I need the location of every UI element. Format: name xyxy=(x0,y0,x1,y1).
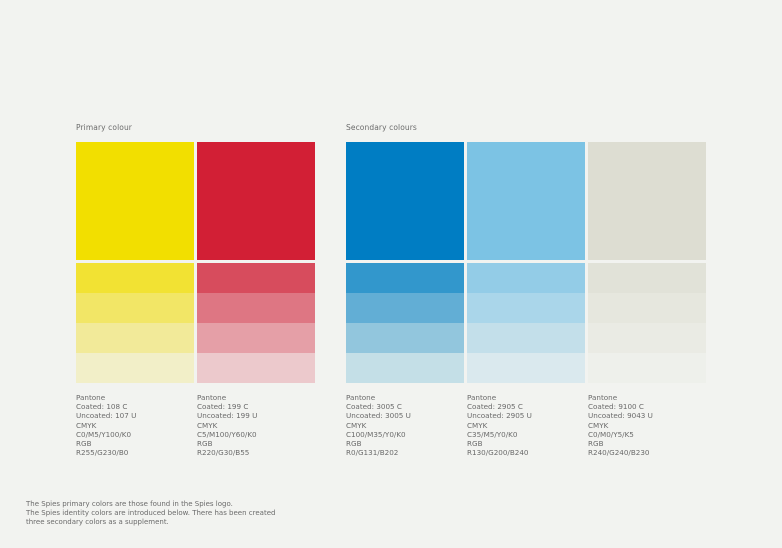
swatch-tint xyxy=(588,323,706,353)
swatch-tint xyxy=(76,293,194,323)
specs-light-blue: Pantone Coated: 2905 C Uncoated: 2905 U … xyxy=(467,393,597,457)
spec-line: CMYK xyxy=(346,420,367,430)
swatch-tint xyxy=(76,323,194,353)
spec-line: C0/M0/Y5/K5 xyxy=(588,429,634,439)
spec-line: CMYK xyxy=(197,420,218,430)
swatch-tint xyxy=(346,263,464,293)
swatch-blue xyxy=(346,142,464,383)
swatch-tint xyxy=(197,353,315,383)
spec-line: C35/M5/Y0/K0 xyxy=(467,429,518,439)
spec-line: R0/G131/B202 xyxy=(346,448,399,458)
spec-line: Coated: 2905 C xyxy=(467,402,523,412)
spec-line: Uncoated: 3005 U xyxy=(346,411,411,421)
note-line: The Spies primary colors are those found… xyxy=(26,500,233,508)
swatch-tint xyxy=(588,263,706,293)
swatch-red xyxy=(197,142,315,383)
swatch-grey xyxy=(588,142,706,383)
spec-line: R220/G30/B55 xyxy=(197,448,250,458)
spec-line: Pantone xyxy=(346,393,376,402)
spec-line: Uncoated: 2905 U xyxy=(467,411,532,421)
spec-line: Uncoated: 9043 U xyxy=(588,411,653,421)
swatch-tint xyxy=(467,323,585,353)
swatch-tint xyxy=(346,323,464,353)
spec-line: RGB xyxy=(588,439,604,449)
spec-line: Coated: 3005 C xyxy=(346,402,402,412)
spec-line: Pantone xyxy=(197,393,227,402)
spec-line: Pantone xyxy=(588,393,618,402)
swatch-tint xyxy=(197,263,315,293)
spec-line: RGB xyxy=(76,439,92,449)
primary-colour-title: Primary colour xyxy=(76,123,132,132)
spec-line: R130/G200/B240 xyxy=(467,448,529,458)
spec-line: RGB xyxy=(346,439,362,449)
swatch-main xyxy=(346,142,464,260)
spec-line: Uncoated: 199 U xyxy=(197,411,258,421)
swatch-tint xyxy=(197,293,315,323)
spec-line: CMYK xyxy=(588,420,609,430)
swatch-tint xyxy=(346,293,464,323)
spec-line: C5/M100/Y60/K0 xyxy=(197,429,257,439)
spec-line: Uncoated: 107 U xyxy=(76,411,137,421)
swatch-main xyxy=(76,142,194,260)
spec-line: RGB xyxy=(197,439,213,449)
specs-red: Pantone Coated: 199 C Uncoated: 199 U CM… xyxy=(197,393,327,457)
spec-line: R240/G240/B230 xyxy=(588,448,650,458)
swatch-yellow xyxy=(76,142,194,383)
swatch-tint xyxy=(588,353,706,383)
intro-note: The Spies primary colors are those found… xyxy=(26,500,326,526)
swatch-tint xyxy=(76,353,194,383)
spec-line: C100/M35/Y0/K0 xyxy=(346,429,406,439)
swatch-tint xyxy=(467,263,585,293)
swatch-light-blue xyxy=(467,142,585,383)
spec-line: CMYK xyxy=(467,420,488,430)
spec-line: C0/M5/Y100/K0 xyxy=(76,429,132,439)
spec-line: Pantone xyxy=(76,393,106,402)
specs-blue: Pantone Coated: 3005 C Uncoated: 3005 U … xyxy=(346,393,476,457)
swatch-main xyxy=(588,142,706,260)
note-line: The Spies identity colors are introduced… xyxy=(26,508,276,517)
spec-line: Coated: 9100 C xyxy=(588,402,644,412)
specs-grey: Pantone Coated: 9100 C Uncoated: 9043 U … xyxy=(588,393,718,457)
swatch-tint xyxy=(588,293,706,323)
swatch-main xyxy=(197,142,315,260)
spec-line: Coated: 108 C xyxy=(76,402,128,412)
spec-line: CMYK xyxy=(76,420,97,430)
secondary-colours-title: Secondary colours xyxy=(346,123,417,132)
spec-line: Coated: 199 C xyxy=(197,402,249,412)
note-line: three secondary colors as a supplement. xyxy=(26,517,169,526)
swatch-tint xyxy=(346,353,464,383)
swatch-tint xyxy=(197,323,315,353)
swatch-tint xyxy=(76,263,194,293)
swatch-tint xyxy=(467,293,585,323)
specs-yellow: Pantone Coated: 108 C Uncoated: 107 U CM… xyxy=(76,393,206,457)
swatch-tint xyxy=(467,353,585,383)
spec-line: R255/G230/B0 xyxy=(76,448,129,458)
spec-line: RGB xyxy=(467,439,483,449)
swatch-main xyxy=(467,142,585,260)
spec-line: Pantone xyxy=(467,393,497,402)
